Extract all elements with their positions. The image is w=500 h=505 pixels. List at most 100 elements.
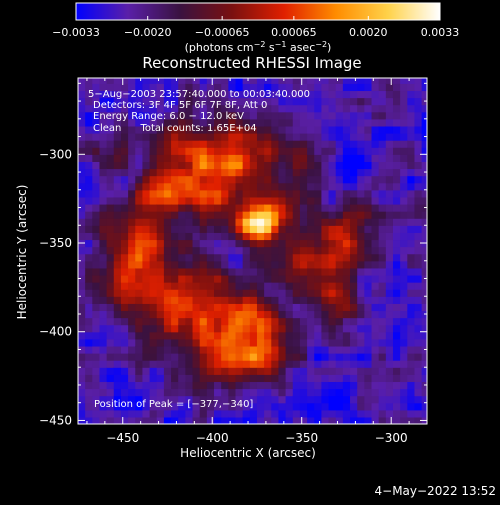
heatmap-cell bbox=[156, 140, 165, 148]
heatmap-cell bbox=[299, 147, 308, 155]
heatmap-cell bbox=[135, 282, 144, 290]
heatmap-cell bbox=[235, 353, 244, 361]
heatmap-cell bbox=[142, 324, 151, 333]
heatmap-cell bbox=[314, 416, 323, 424]
heatmap-cell bbox=[185, 225, 194, 233]
heatmap-cell bbox=[85, 353, 93, 361]
heatmap-cell bbox=[178, 360, 186, 368]
heatmap-cell bbox=[271, 416, 280, 424]
heatmap-cell bbox=[299, 310, 308, 319]
heatmap-cell bbox=[285, 253, 294, 262]
heatmap-cell bbox=[128, 260, 136, 269]
heatmap-cell bbox=[285, 189, 294, 198]
heatmap-cell bbox=[214, 374, 222, 383]
heatmap-cell bbox=[271, 168, 280, 177]
heatmap-cell bbox=[235, 303, 244, 312]
heatmap-cell bbox=[385, 211, 394, 219]
heatmap-cell bbox=[171, 360, 179, 368]
heatmap-cell bbox=[285, 395, 294, 404]
heatmap-cell bbox=[357, 317, 365, 326]
heatmap-cell bbox=[264, 289, 272, 297]
heatmap-cell bbox=[335, 175, 344, 184]
heatmap-cell bbox=[106, 147, 115, 155]
heatmap-cell bbox=[235, 189, 244, 198]
heatmap-cell bbox=[185, 338, 194, 347]
heatmap-cell bbox=[142, 345, 151, 354]
heatmap-cell bbox=[342, 196, 351, 205]
heatmap-cell bbox=[278, 168, 287, 177]
heatmap-cell bbox=[292, 367, 301, 375]
heatmap-cell bbox=[371, 395, 380, 404]
heatmap-cell bbox=[364, 182, 373, 191]
heatmap-cell bbox=[400, 345, 408, 354]
heatmap-cell bbox=[350, 104, 358, 113]
heatmap-cell bbox=[321, 296, 330, 304]
heatmap-cell bbox=[357, 331, 365, 340]
heatmap-cell bbox=[192, 147, 201, 155]
heatmap-cell bbox=[206, 168, 215, 177]
heatmap-cell bbox=[421, 111, 427, 120]
heatmap-cell bbox=[199, 140, 208, 148]
heatmap-cell bbox=[400, 175, 408, 184]
heatmap-cell bbox=[221, 310, 229, 319]
heatmap-cell bbox=[314, 282, 323, 290]
heatmap-cell bbox=[214, 218, 222, 226]
heatmap-cell bbox=[113, 182, 122, 191]
heatmap-cell bbox=[371, 90, 380, 99]
heatmap-cell bbox=[156, 239, 165, 248]
heatmap-cell bbox=[342, 267, 351, 276]
heatmap-cell bbox=[135, 374, 144, 383]
heatmap-cell bbox=[414, 282, 423, 290]
heatmap-cell bbox=[214, 310, 222, 319]
heatmap-cell bbox=[135, 182, 144, 191]
heatmap-cell bbox=[199, 395, 208, 404]
heatmap-cell bbox=[314, 168, 323, 177]
heatmap-cell bbox=[135, 211, 144, 219]
heatmap-cell bbox=[221, 260, 229, 269]
heatmap-cell bbox=[192, 232, 201, 241]
heatmap-cell bbox=[106, 274, 115, 283]
heatmap-cell bbox=[120, 388, 129, 397]
heatmap-cell bbox=[264, 140, 272, 148]
y-tick-label: −400 bbox=[39, 325, 72, 339]
heatmap-cell bbox=[113, 111, 122, 120]
heatmap-cell bbox=[92, 182, 101, 191]
heatmap-cell bbox=[171, 175, 179, 184]
heatmap-cell bbox=[321, 381, 330, 390]
peak-position-label: Position of Peak = [−377,−340] bbox=[94, 399, 253, 410]
heatmap-cell bbox=[328, 218, 337, 226]
heatmap-cell bbox=[99, 409, 108, 418]
heatmap-cell bbox=[400, 253, 408, 262]
heatmap-cell bbox=[242, 104, 251, 113]
heatmap-cell bbox=[307, 218, 315, 226]
heatmap-cell bbox=[178, 367, 186, 375]
heatmap-cell bbox=[321, 345, 330, 354]
heatmap-cell bbox=[264, 111, 272, 120]
heatmap-cell bbox=[371, 218, 380, 226]
heatmap-cell bbox=[400, 282, 408, 290]
heatmap-cell bbox=[307, 395, 315, 404]
heatmap-cell bbox=[364, 409, 373, 418]
heatmap-cell bbox=[142, 104, 151, 113]
heatmap-cell bbox=[385, 253, 394, 262]
heatmap-cell bbox=[421, 246, 427, 255]
heatmap-cell bbox=[249, 381, 258, 390]
heatmap-cell bbox=[271, 147, 280, 155]
heatmap-cell bbox=[314, 409, 323, 418]
heatmap-cell bbox=[149, 353, 158, 361]
heatmap-cell bbox=[206, 395, 215, 404]
heatmap-cell bbox=[371, 274, 380, 283]
heatmap-cell bbox=[414, 168, 423, 177]
heatmap-cell bbox=[113, 211, 122, 219]
heatmap-cell bbox=[400, 211, 408, 219]
heatmap-cell bbox=[414, 331, 423, 340]
heatmap-cell bbox=[342, 147, 351, 155]
heatmap-cell bbox=[385, 78, 394, 84]
heatmap-cell bbox=[163, 416, 172, 424]
heatmap-cell bbox=[385, 317, 394, 326]
heatmap-cell bbox=[292, 211, 301, 219]
heatmap-cell bbox=[163, 388, 172, 397]
heatmap-cell bbox=[264, 118, 272, 127]
heatmap-cell bbox=[142, 388, 151, 397]
heatmap-cell bbox=[328, 239, 337, 248]
